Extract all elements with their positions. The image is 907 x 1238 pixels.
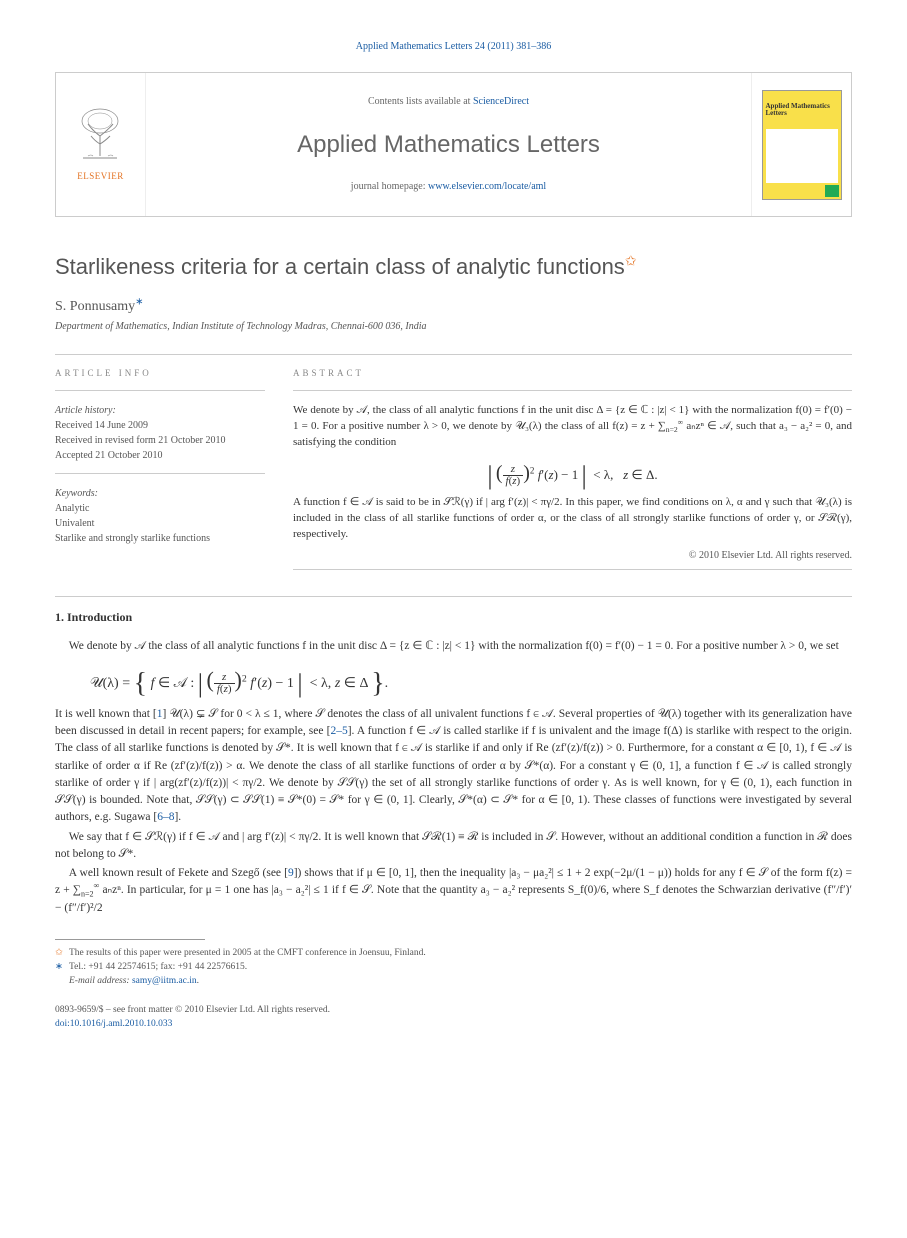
journal-header: ELSEVIER Contents lists available at Sci… [55, 72, 852, 217]
footnote-mark-icon: ∗ [55, 960, 69, 974]
footnote-contact: ∗Tel.: +91 44 22574615; fax: +91 44 2257… [55, 960, 852, 974]
doi-line: doi:10.1016/j.aml.2010.10.033 [55, 1017, 852, 1031]
cover-thumbnail-cell: Applied Mathematics Letters [751, 73, 851, 216]
article-info-column: ARTICLE INFO Article history: Received 1… [55, 367, 265, 582]
sum-sub: n=2 [666, 425, 678, 434]
issn-copyright: 0893-9659/$ – see front matter © 2010 El… [55, 1003, 852, 1017]
keyword: Analytic [55, 501, 265, 516]
accepted-date: Accepted 21 October 2010 [55, 448, 265, 463]
sciencedirect-link[interactable]: ScienceDirect [473, 96, 529, 107]
contents-prefix: Contents lists available at [368, 96, 473, 107]
p4-span: aₙzⁿ. In particular, for μ = 1 one has |… [55, 884, 852, 913]
journal-cover-icon: Applied Mathematics Letters [762, 90, 842, 200]
divider [55, 473, 265, 474]
author-name: S. Ponnusamy [55, 299, 135, 314]
homepage-line: journal homepage: www.elsevier.com/locat… [351, 180, 546, 194]
homepage-prefix: journal homepage: [351, 181, 428, 192]
corresponding-author-mark: ∗ [135, 296, 143, 307]
footnote-text: Tel.: +91 44 22574615; fax: +91 44 22576… [69, 962, 247, 972]
title-footnote-mark: ✩ [625, 253, 637, 269]
footnote-rule [55, 939, 205, 940]
divider [293, 569, 852, 570]
abstract-copyright: © 2010 Elsevier Ltd. All rights reserved… [293, 549, 852, 563]
body-text: It is well known that [1] 𝒰(λ) ⊊ 𝒮 for 0… [55, 706, 852, 917]
p4-span: A well known result of Fekete and Szegő … [69, 867, 288, 879]
contents-line: Contents lists available at ScienceDirec… [368, 95, 529, 109]
journal-name: Applied Mathematics Letters [297, 128, 600, 162]
keywords-label: Keywords: [55, 486, 265, 501]
title-text: Starlikeness criteria for a certain clas… [55, 254, 625, 279]
footnote-text: The results of this paper were presented… [69, 948, 426, 958]
author-line: S. Ponnusamy∗ [55, 297, 852, 317]
intro-p4: A well known result of Fekete and Szegő … [55, 865, 852, 917]
history-label: Article history: [55, 403, 265, 418]
abstract-column: ABSTRACT We denote by 𝒜, the class of al… [293, 367, 852, 582]
abstract-heading: ABSTRACT [293, 367, 852, 380]
doi-label: doi: [55, 1019, 70, 1029]
divider [55, 596, 852, 597]
p2-span: ]. A function f ∈ 𝒜 is called starlike i… [55, 725, 852, 823]
cover-title-text: Applied Mathematics Letters [766, 103, 841, 118]
doi-link[interactable]: 10.1016/j.aml.2010.10.033 [70, 1019, 173, 1029]
journal-title-cell: Contents lists available at ScienceDirec… [146, 73, 751, 216]
affiliation: Department of Mathematics, Indian Instit… [55, 320, 852, 334]
divider [55, 354, 852, 355]
keyword: Univalent [55, 516, 265, 531]
elsevier-tree-icon [73, 106, 128, 166]
homepage-link[interactable]: www.elsevier.com/locate/aml [428, 181, 546, 192]
divider [293, 390, 852, 391]
intro-p2: It is well known that [1] 𝒰(λ) ⊊ 𝒮 for 0… [55, 706, 852, 827]
p2-span: It is well known that [ [55, 708, 157, 720]
email-label: E-mail address: [69, 976, 132, 986]
intro-display-equation: 𝒰(λ) = { f ∈ 𝒜 : | (zf(z))2 f′(z) − 1 | … [90, 665, 852, 696]
divider [55, 390, 265, 391]
body-text: We denote by 𝒜 the class of all analytic… [55, 638, 852, 655]
abstract-display-equation: | (zf(z))2 f′(z) − 1 | < λ, z ∈ Δ. [293, 459, 852, 488]
footer-block: 0893-9659/$ – see front matter © 2010 El… [55, 1003, 852, 1032]
p2-span: ]. [174, 811, 181, 823]
revised-date: Received in revised form 21 October 2010 [55, 433, 265, 448]
abstract-p2: A function f ∈ 𝒜 is said to be in 𝒮ℛ(γ) … [293, 495, 852, 543]
section-heading-introduction: 1. Introduction [55, 609, 852, 626]
intro-p3: We say that f ∈ 𝒮ℛ(γ) if f ∈ 𝒜 and | arg… [55, 829, 852, 864]
publisher-logo-cell: ELSEVIER [56, 73, 146, 216]
received-date: Received 14 June 2009 [55, 418, 265, 433]
sum-sub: n=2 [81, 890, 94, 899]
keyword: Starlike and strongly starlike functions [55, 531, 265, 546]
footnote-conference: ✩The results of this paper were presente… [55, 946, 852, 960]
email-suffix: . [197, 976, 199, 986]
citation-line: Applied Mathematics Letters 24 (2011) 38… [55, 40, 852, 54]
abstract-text: We denote by 𝒜, the class of all analyti… [293, 403, 852, 451]
footnote-email: E-mail address: samy@iitm.ac.in. [55, 974, 852, 988]
publisher-name: ELSEVIER [77, 170, 124, 183]
citation-link[interactable]: 6–8 [157, 811, 174, 823]
intro-p1: We denote by 𝒜 the class of all analytic… [55, 638, 852, 655]
article-info-heading: ARTICLE INFO [55, 367, 265, 380]
citation-link[interactable]: 2–5 [330, 725, 347, 737]
article-title: Starlikeness criteria for a certain clas… [55, 252, 852, 283]
email-link[interactable]: samy@iitm.ac.in [132, 976, 197, 986]
footnote-mark-icon: ✩ [55, 946, 69, 960]
